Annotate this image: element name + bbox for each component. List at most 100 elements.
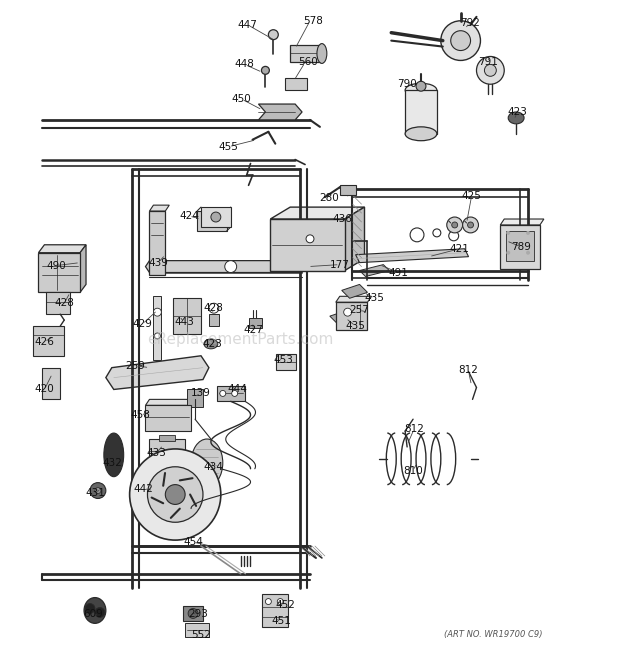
Text: 177: 177 (330, 260, 350, 270)
Bar (42, 368, 60, 399)
Text: 259: 259 (126, 361, 146, 371)
Polygon shape (149, 205, 169, 211)
Circle shape (433, 229, 441, 237)
Text: 293: 293 (188, 609, 208, 619)
Text: 812: 812 (459, 365, 479, 375)
Circle shape (277, 599, 283, 605)
Circle shape (451, 30, 471, 50)
Text: 432: 432 (103, 458, 123, 468)
Circle shape (484, 64, 497, 76)
Circle shape (130, 449, 221, 540)
Text: 436: 436 (333, 214, 353, 224)
Text: 428: 428 (55, 298, 74, 308)
Circle shape (343, 308, 352, 316)
Text: 421: 421 (450, 244, 469, 254)
Polygon shape (500, 219, 544, 225)
Text: 435: 435 (346, 321, 366, 331)
Bar (32, 326, 64, 356)
Bar (405, 90, 437, 134)
Circle shape (452, 222, 458, 228)
Text: 452: 452 (275, 600, 295, 609)
Circle shape (95, 607, 105, 617)
Text: 490: 490 (46, 260, 66, 270)
Circle shape (148, 467, 203, 522)
Circle shape (220, 391, 226, 397)
Text: 433: 433 (146, 448, 166, 458)
Text: 455: 455 (219, 141, 239, 151)
Text: 789: 789 (511, 242, 531, 252)
Circle shape (166, 485, 185, 504)
Circle shape (506, 251, 510, 254)
Bar (285, 78, 307, 90)
Circle shape (211, 212, 221, 222)
Text: 812: 812 (404, 424, 424, 434)
Text: 453: 453 (273, 355, 293, 365)
Bar (173, 298, 201, 334)
Text: 423: 423 (507, 107, 527, 117)
Bar (146, 405, 191, 431)
Bar (153, 296, 161, 360)
Text: 427: 427 (244, 325, 264, 335)
Text: 447: 447 (237, 20, 257, 30)
Ellipse shape (317, 44, 327, 63)
Text: 435: 435 (365, 293, 384, 303)
Circle shape (506, 231, 510, 235)
Text: 257: 257 (350, 305, 370, 315)
Bar (183, 605, 203, 621)
Text: 792: 792 (459, 18, 479, 28)
Polygon shape (360, 264, 389, 276)
Circle shape (449, 231, 459, 241)
Bar (46, 292, 70, 314)
Polygon shape (356, 249, 469, 262)
Ellipse shape (204, 339, 218, 349)
Circle shape (441, 20, 480, 60)
Text: 450: 450 (232, 94, 252, 104)
Text: 458: 458 (131, 410, 151, 420)
Polygon shape (330, 310, 356, 324)
Text: 552: 552 (191, 630, 211, 641)
Polygon shape (146, 260, 306, 272)
Polygon shape (259, 104, 302, 120)
Circle shape (463, 217, 479, 233)
Circle shape (467, 222, 474, 228)
Text: 428: 428 (204, 303, 224, 313)
Circle shape (416, 81, 426, 91)
Bar (500, 225, 540, 268)
Circle shape (209, 303, 219, 313)
Text: 423: 423 (202, 339, 222, 349)
Text: 448: 448 (234, 59, 255, 69)
Text: 439: 439 (148, 258, 168, 268)
Polygon shape (345, 207, 365, 270)
Text: (ART NO. WR19700 C9): (ART NO. WR19700 C9) (445, 630, 543, 639)
Circle shape (477, 56, 504, 84)
Circle shape (306, 235, 314, 243)
Bar (262, 594, 288, 627)
Text: 425: 425 (462, 191, 482, 201)
Text: 810: 810 (403, 466, 423, 476)
Ellipse shape (191, 439, 223, 486)
Text: 454: 454 (183, 537, 203, 547)
Text: 426: 426 (35, 337, 55, 347)
Circle shape (90, 483, 106, 498)
Ellipse shape (104, 433, 123, 477)
Circle shape (262, 66, 269, 74)
Text: 560: 560 (298, 58, 318, 67)
Bar (249, 318, 262, 328)
Text: 444: 444 (228, 385, 247, 395)
Text: 429: 429 (133, 319, 153, 329)
Polygon shape (80, 245, 86, 292)
Bar (336, 302, 368, 330)
Polygon shape (336, 296, 371, 302)
Text: eReplacementParts.com: eReplacementParts.com (148, 332, 334, 348)
Ellipse shape (84, 598, 106, 623)
Bar (217, 385, 245, 401)
Circle shape (188, 609, 198, 619)
Circle shape (95, 488, 101, 494)
Bar (270, 219, 345, 270)
Bar (340, 185, 356, 195)
Text: 280: 280 (319, 193, 339, 203)
Text: 442: 442 (133, 484, 153, 494)
Circle shape (85, 603, 95, 613)
Bar (197, 211, 227, 231)
Text: 491: 491 (388, 268, 408, 278)
